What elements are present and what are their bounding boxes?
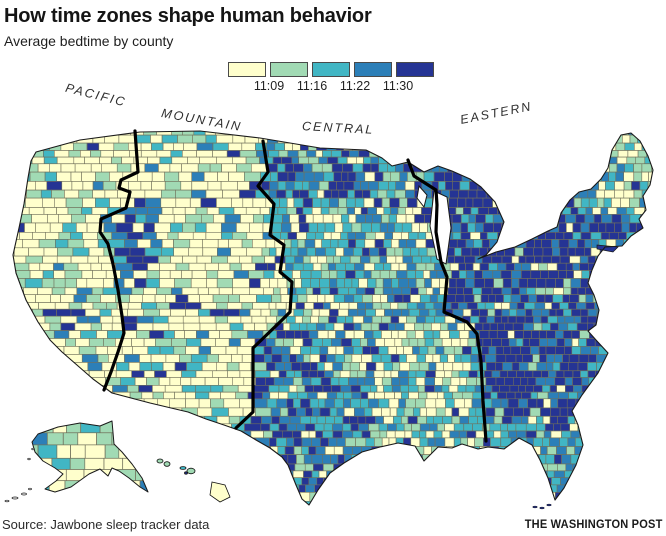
- publisher-credit: THE WASHINGTON POST: [525, 519, 663, 531]
- timezone-boundary-mountain-central: [234, 139, 294, 430]
- page-subtitle: Average bedtime by county: [4, 33, 174, 49]
- aleutian-island: [4, 499, 10, 503]
- green-bay: [416, 184, 428, 209]
- alaska-outline: [31, 420, 149, 493]
- legend-swatch-row: [228, 62, 452, 77]
- legend-swatch-3: [312, 62, 350, 77]
- aleutian-island: [31, 447, 35, 451]
- legend-label: 11:22: [339, 79, 371, 93]
- legend-swatch-5: [396, 62, 434, 77]
- legend-labels: 11:09 11:16 11:22 11:30: [228, 77, 452, 93]
- aleutian-island: [11, 496, 19, 500]
- legend-label: 11:30: [382, 79, 414, 93]
- timezone-boundary-central-eastern: [406, 158, 488, 443]
- us-outline: [12, 130, 654, 506]
- florida-keys: [532, 505, 538, 509]
- legend-label: 11:09: [253, 79, 285, 93]
- aleutian-island: [27, 457, 31, 461]
- aleutian-island: [28, 487, 32, 491]
- timezone-boundary-pacific-mountain: [98, 129, 140, 392]
- florida-keys: [546, 503, 552, 507]
- legend-swatch-1: [228, 62, 266, 77]
- aleutian-island: [21, 492, 27, 496]
- hawaii-island: [179, 466, 187, 470]
- hawaii-island: [163, 461, 171, 467]
- timezone-label-eastern: EASTERN: [459, 99, 533, 127]
- timezone-label-mountain: MOUNTAIN: [160, 106, 243, 134]
- hawaii-island: [186, 467, 196, 475]
- legend-label: 11:16: [296, 79, 328, 93]
- hawaii-inset: [156, 458, 231, 503]
- timezone-label-central: CENTRAL: [302, 119, 375, 137]
- source-note: Source: Jawbone sleep tracker data: [2, 517, 210, 532]
- alaska-county-cells: [32, 421, 148, 492]
- legend-swatch-2: [270, 62, 308, 77]
- legend-swatch-4: [354, 62, 392, 77]
- hawaii-island: [156, 458, 164, 464]
- page-title: How time zones shape human behavior: [4, 5, 372, 27]
- florida-keys: [539, 506, 545, 510]
- color-legend: 11:09 11:16 11:22 11:30: [228, 62, 452, 98]
- hawaii-big-island: [209, 481, 231, 503]
- timezone-label-pacific: PACIFIC: [64, 81, 128, 110]
